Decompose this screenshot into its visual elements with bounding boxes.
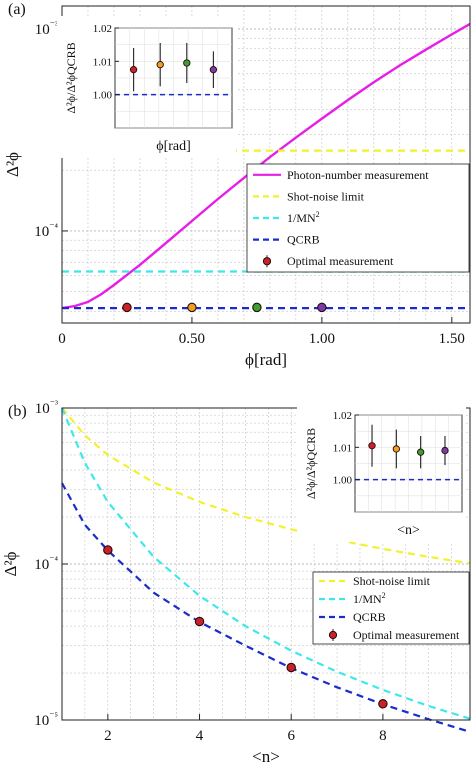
inset-y-tick-label: 1.02 (93, 23, 112, 35)
optimal-measurement-point (194, 616, 205, 627)
legend: Photon-number measurement Shot-noise limi… (246, 163, 470, 273)
inset-y-axis-label: Δ²ϕ/Δ²ϕQCRB (64, 42, 78, 113)
panel-b: 10⁻⁵ 10⁻⁴ 10⁻³ 2 4 6 8 <n> Δ²ϕ (b) Shot-noise limi… (1, 399, 471, 763)
y-tick-label: 10⁻³ (35, 20, 58, 38)
series-shot-noise-limit-line (61, 407, 471, 565)
inset: 1.00 1.01 1.02 <n> Δ²ϕ/Δ²ϕQCRB (297, 403, 466, 542)
series-1-mn-line (60, 407, 471, 720)
inset-point (156, 61, 164, 69)
inset-y-tick-label: 1.01 (333, 442, 352, 454)
inset-x-axis-label: <n> (397, 523, 420, 538)
legend-label: 1/MN2 (353, 591, 386, 606)
x-tick-label: 8 (379, 728, 387, 744)
x-axis-label: ϕ[rad] (245, 350, 287, 369)
y-tick-label: 10⁻³ (35, 399, 58, 417)
legend-label: QCRB (353, 610, 386, 624)
optimal-measurement-point (103, 545, 113, 555)
legend-marker (328, 630, 338, 640)
legend-label: QCRB (287, 233, 320, 247)
legend-label: Shot-noise limit (287, 189, 365, 203)
x-tick-label: 1.50 (439, 331, 465, 347)
x-tick-label: 0.50 (179, 331, 205, 347)
panel-label: (b) (8, 403, 27, 420)
inset-point (368, 442, 376, 450)
inset-y-tick-label: 1.02 (333, 410, 352, 422)
series-photon-number-measurement-line (61, 22, 471, 310)
x-axis-label: <n> (252, 747, 280, 763)
panel-a: 10⁻⁴ 10⁻³ 0 0.50 1.00 1.50 ϕ[rad] Δ²ϕ (a) Photon-… (3, 1, 471, 369)
inset-y-tick-label: 1.01 (93, 56, 112, 68)
legend-label: Optimal measurement (353, 628, 460, 642)
optimal-measurement-point (252, 302, 262, 313)
legend-box (312, 571, 470, 645)
inset-grid (115, 27, 232, 129)
legend-label: 1/MN2 (287, 210, 320, 225)
panel-label: (a) (8, 1, 26, 18)
optimal-measurement-point (378, 699, 388, 709)
y-axis-label: Δ²ϕ (1, 551, 20, 576)
inset-point (183, 59, 191, 67)
y-axis-label: Δ²ϕ (3, 152, 22, 177)
inset: 1.00 1.01 1.02 ϕ[rad] Δ²ϕ/Δ²ϕQCRB (57, 16, 236, 158)
optimal-measurement-point (317, 302, 327, 313)
inset-point (129, 66, 138, 74)
x-tick-label: 0 (58, 331, 66, 347)
x-tick-label: 6 (287, 728, 295, 744)
y-tick-label: 10⁻⁵ (34, 711, 58, 729)
axes-frame (61, 5, 471, 324)
y-tick-label: 10⁻⁴ (34, 222, 58, 240)
inset-y-tick-label: 1.00 (93, 90, 113, 102)
legend-marker (262, 257, 272, 266)
inset-point (417, 448, 425, 456)
inset-point (209, 66, 218, 74)
x-tick-label: 4 (196, 728, 204, 744)
inset-point (441, 446, 449, 455)
x-tick-label: 2 (104, 728, 112, 744)
legend-label: Optimal measurement (287, 254, 394, 268)
optimal-measurement-point (286, 662, 296, 673)
inset-y-tick-label: 1.00 (333, 475, 353, 487)
legend-label: Shot-noise limit (353, 574, 431, 588)
y-tick-label: 10⁻⁴ (34, 555, 58, 573)
legend: Shot-noise limit 1/MN2 QCRB Optimal measure… (312, 571, 470, 645)
optimal-measurement-point (122, 302, 132, 313)
inset-grid (355, 414, 462, 513)
x-tick-label: 1.00 (309, 331, 335, 347)
legend-label: Photon-number measurement (287, 168, 429, 182)
inset-point (392, 445, 400, 453)
optimal-measurement-point (187, 302, 197, 313)
inset-y-axis-label: Δ²ϕ/Δ²ϕQCRB (304, 428, 318, 499)
inset-x-axis-label: ϕ[rad] (156, 139, 191, 154)
legend-box (246, 163, 470, 273)
